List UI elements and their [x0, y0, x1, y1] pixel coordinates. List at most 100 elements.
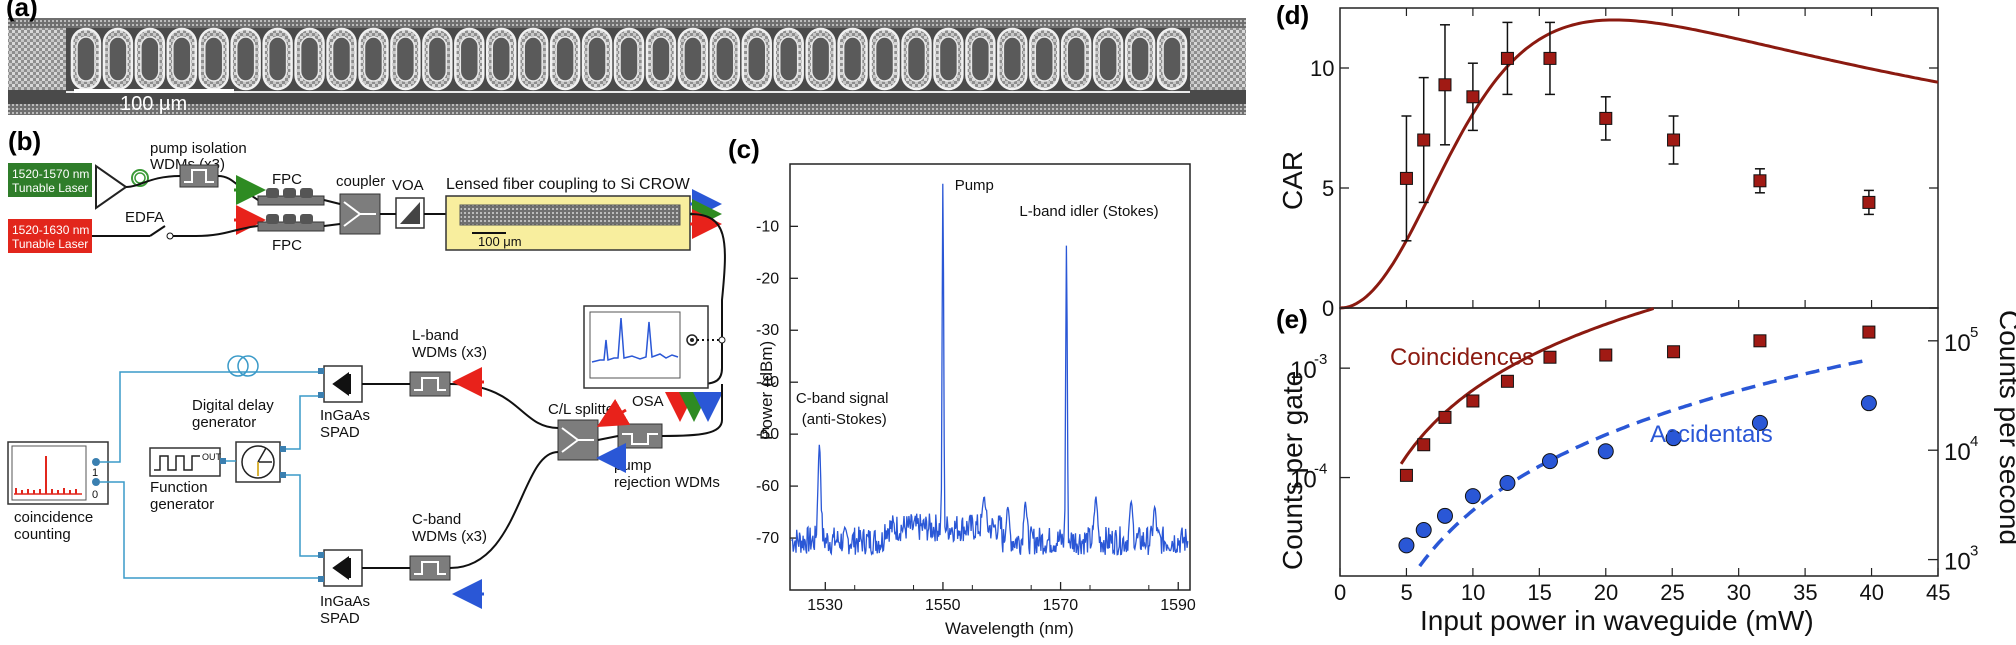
switch-pivot — [166, 232, 174, 240]
coupler-symbol — [343, 201, 376, 227]
panel-e-xtick-label: 45 — [1926, 580, 1950, 605]
cband-wdm-box — [409, 555, 451, 581]
arrow-splitter-red — [596, 398, 631, 428]
resonator-ring-inner — [747, 36, 767, 82]
resonator-ring-inner — [810, 36, 831, 82]
panel-e-ytick-right-label: 10 — [1944, 549, 1971, 576]
panel-e-coincidence-point — [1862, 325, 1876, 339]
label-line: WDMs (x3) — [412, 344, 487, 361]
resonator-ring-inner — [523, 36, 543, 82]
panel-c-annotations: Pump L-band idler (Stokes) C-band signal (a… — [796, 177, 1159, 428]
panel-e-xtick-label: 15 — [1527, 580, 1551, 605]
panel-c-ytick-label: -40 — [756, 374, 779, 391]
panel-e-accidental-point — [1751, 414, 1768, 431]
panel-c-spectrum-line — [791, 183, 1189, 556]
laser-1-label: 1520-1570 nm Tunable Laser — [12, 167, 89, 195]
panel-e-xtick-label: 0 — [1334, 580, 1346, 605]
resonator-ring-inner — [459, 36, 480, 82]
pump-isolation-wdm-symbol — [184, 169, 214, 183]
coinc-histogram — [15, 456, 77, 494]
label-line: generator — [150, 496, 214, 513]
fiber-laser2-to-fpc — [92, 225, 259, 237]
lband-wdm-label: L-band WDMs (x3) — [412, 327, 487, 361]
panel-e-xlabel: Input power in waveguide (mW) — [1420, 605, 1814, 636]
panel-d-points — [1399, 21, 1876, 242]
panel-c-annotation: (anti-Stokes) — [802, 411, 887, 428]
coinc-port-1 — [92, 458, 100, 466]
panel-e-xtick-label: 40 — [1860, 580, 1884, 605]
osa-port-dot — [690, 338, 694, 342]
panel-d-ytick-label: 5 — [1322, 176, 1334, 201]
label-line: pump — [614, 457, 652, 474]
panel-e-frame — [1339, 307, 1939, 577]
func-gen-port — [220, 458, 226, 464]
pump-rejection-label: pump rejection WDMs — [614, 457, 720, 491]
panel-e-coincidence-point — [1599, 348, 1613, 362]
panel-e-coincidence-point — [1753, 334, 1767, 348]
cl-splitter-label: C/L splitter — [548, 401, 619, 418]
panel-e-coincidence-point — [1543, 350, 1557, 364]
panel-d-point — [1438, 78, 1452, 92]
panel-e-ytick-right-exp: 4 — [1970, 433, 1978, 450]
resonator-ring-inner — [235, 36, 256, 82]
fiber-splitter-to-cband — [449, 451, 559, 569]
panel-c-ytick-label: -20 — [756, 270, 779, 287]
coinc-ch1-label: 1 — [92, 467, 98, 479]
panel-c-ytick-label: -10 — [756, 218, 779, 235]
panel-e-accidental-point — [1860, 395, 1877, 412]
resonator-ring-inner — [331, 36, 352, 82]
panel-e-ytick-right-label: 10 — [1944, 330, 1971, 357]
label-line: coincidence — [14, 509, 93, 526]
fiber-wdm-to-fpc — [217, 175, 259, 201]
panel-e-points — [1398, 325, 1877, 554]
label-line: SPAD — [320, 610, 360, 627]
osa-tap-junction — [718, 336, 726, 344]
resonator-ring-inner — [651, 36, 671, 82]
panel-a-scalebar-label: 100 μm — [120, 93, 187, 115]
panel-e-accidental-point — [1499, 475, 1516, 492]
panel-d-point — [1466, 90, 1480, 104]
panel-c-xtick-label: 1530 — [807, 597, 843, 614]
panel-c: (c) 1530 1550 1570 1590 -10 -20 -30 -40 -50 -60 -7… — [728, 134, 1196, 638]
panel-c-ytick-label: -30 — [756, 322, 779, 339]
resonator-ring-inner — [715, 36, 735, 82]
label-line: Tunable Laser — [12, 181, 88, 195]
panel-e-xtick-label: 20 — [1594, 580, 1618, 605]
label-line: Function — [150, 479, 208, 496]
func-gen-out-label: OUT — [202, 452, 222, 462]
resonator-ring-inner — [619, 36, 639, 82]
resonator-ring-inner — [140, 36, 160, 82]
osa-trace — [591, 317, 679, 363]
panel-c-ytick-label: -70 — [756, 530, 779, 547]
panel-e-coincidence-point — [1466, 394, 1480, 408]
panel-e-xtick-label: 5 — [1400, 580, 1412, 605]
sem-right-pad — [1190, 28, 1246, 90]
panel-e-xtick-label: 25 — [1660, 580, 1684, 605]
cl-splitter-symbol — [561, 427, 594, 453]
optical-switch — [149, 225, 166, 237]
osa-label: OSA — [632, 393, 664, 410]
resonator-ring-inner — [938, 36, 959, 82]
coinc-label: coincidence counting — [14, 509, 93, 543]
laser-1-box — [8, 163, 92, 197]
delay-gen-label: Digital delay generator — [192, 397, 274, 431]
panel-b: (b) 1520-1570 nm Tunable Laser 1520-1630 … — [7, 126, 726, 627]
panel-d-point — [1543, 51, 1557, 65]
resonator-ring-inner — [778, 36, 799, 82]
coinc-screen — [11, 445, 87, 501]
spad-bottom-label: InGaAs SPAD — [320, 593, 370, 627]
label-line: L-band — [412, 327, 459, 344]
panel-e-coincidences-label: Coincidences — [1390, 344, 1534, 371]
laser-2-label: 1520-1630 nm Tunable Laser — [12, 223, 89, 251]
label-line: 1520-1630 nm — [12, 223, 89, 237]
resonator-ring-inner — [363, 36, 384, 82]
fiber-rejection-to-splitter — [597, 435, 619, 441]
panel-c-annotation: Pump — [955, 177, 994, 194]
panel-e-ytick-exp: -3 — [1314, 351, 1327, 368]
laser-2-box — [8, 219, 92, 253]
delay-coil-2 — [237, 355, 259, 377]
crow-title: Lensed fiber coupling to Si CROW — [446, 176, 691, 193]
panel-c-annotation: C-band signal — [796, 390, 889, 407]
label-line: rejection WDMs — [614, 474, 720, 491]
spad-top-diode-icon — [332, 372, 351, 396]
